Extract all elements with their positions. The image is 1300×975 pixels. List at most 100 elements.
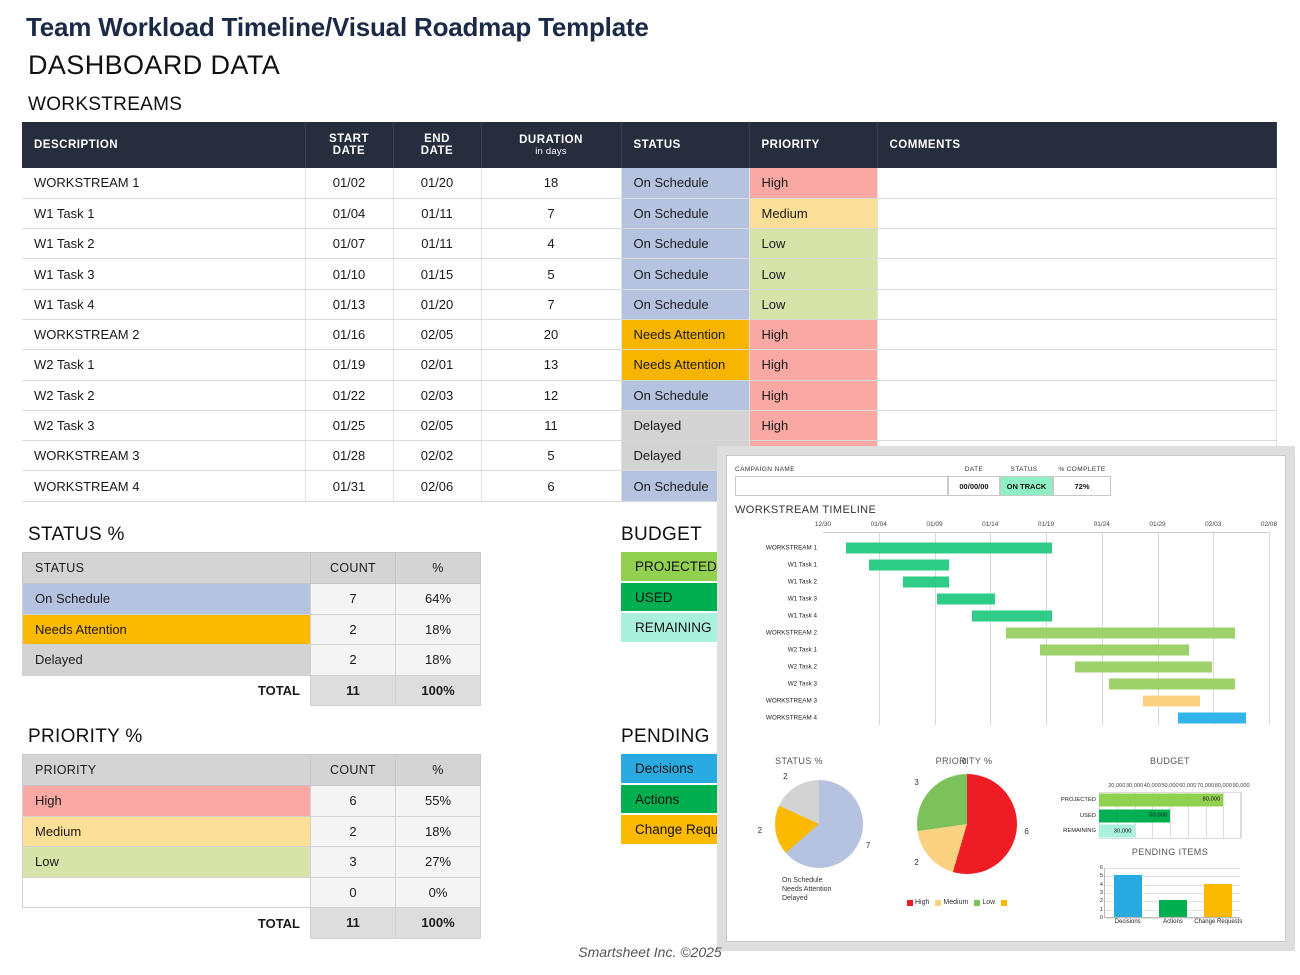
gantt-row-label: W2 Task 1 [787,646,817,653]
gantt-gridline [1269,532,1270,725]
cell-comments[interactable] [877,258,1277,290]
campaign-name-input[interactable] [735,476,948,496]
pending-bar [1204,883,1233,917]
table-row: Needs Attention 2 18% [22,613,481,645]
gantt-row-label: W1 Task 3 [787,595,817,602]
cell-start-date: 01/10 [305,258,394,290]
cell-status: Delayed [621,410,750,442]
cell-status: On Schedule [621,258,750,290]
cell-end-date: 01/20 [393,289,482,320]
col-priority: PRIORITY [749,122,878,168]
legend-swatch [935,899,942,906]
gantt-axis-line [823,532,1269,533]
dashboard-panel[interactable]: CAMPAIGN NAME DATE STATUS % COMPLETE 00/… [726,455,1286,942]
cell-comments[interactable] [877,168,1277,199]
cell-description: W1 Task 3 [22,258,306,290]
table-row[interactable]: W1 Task 3 01/10 01/15 5 On Schedule Low [22,258,1277,290]
col-end-line2: DATE [420,145,454,157]
cell-duration: 6 [481,470,622,502]
pie-data-label: 7 [865,840,871,850]
cell-priority: High [749,349,878,381]
legend-item: Actions [621,784,727,815]
pending-y-tick: 2 [1099,898,1103,905]
pending-y-tick: 5 [1099,873,1103,880]
pending-items-chart: 0 1 2 3 4 5 6 Decisions Actions Change Requests [1094,865,1243,925]
total-row: TOTAL 11 100% [23,674,481,706]
pie-data-label: 6 [1024,826,1029,836]
cell-start-date: 01/07 [305,228,394,260]
priority-pie-legend: High Medium Low [907,899,1009,906]
total-count: 11 [310,674,396,706]
cell-comments[interactable] [877,380,1277,411]
cell-priority: High [749,319,878,351]
gantt-row-label: WORKSTREAM 4 [765,714,817,721]
col-count: COUNT [310,754,396,786]
pending-y-tick: 1 [1099,906,1103,913]
cell-comments[interactable] [877,319,1277,351]
gantt-row-label: W1 Task 2 [787,578,817,585]
cell-duration: 18 [481,168,622,199]
table-row[interactable]: W1 Task 4 01/13 01/20 7 On Schedule Low [22,289,1277,320]
cell-end-date: 02/02 [393,440,482,472]
cell-pct: 64% [395,583,481,615]
table-row[interactable]: WORKSTREAM 2 01/16 02/05 20 Needs Attent… [22,319,1277,351]
legend-item: Change Requests [621,815,743,846]
cell-duration: 7 [481,289,622,320]
pending-gridline [1105,884,1240,886]
gantt-axis-tick: 01/09 [926,521,943,528]
table-row[interactable]: W2 Task 1 01/19 02/01 13 Needs Attention… [22,349,1277,381]
gantt-row-label: W2 Task 3 [787,680,817,687]
pending-bar [1113,875,1142,917]
timeline-title: WORKSTREAM TIMELINE [735,504,877,516]
col-status: STATUS [621,122,750,168]
col-comments: COMMENTS [877,122,1277,168]
table-row[interactable]: W1 Task 1 01/04 01/11 7 On Schedule Medi… [22,198,1277,230]
gantt-gridline [990,532,992,725]
table-row[interactable]: WORKSTREAM 1 01/02 01/20 18 On Schedule … [22,168,1277,199]
cell-comments[interactable] [877,228,1277,260]
date-label: DATE [964,466,984,473]
budget-row-label: USED [1079,812,1096,819]
cell-comments[interactable] [877,198,1277,230]
cell-status: On Schedule [621,380,750,411]
legend-item: REMAINING [621,613,727,644]
col-status: STATUS [22,552,311,584]
cell-status: On Schedule [621,198,750,230]
legend-label: Delayed [782,895,808,902]
pie-data-label: 2 [914,857,919,867]
cell-pct: 0% [395,876,481,908]
gantt-row-label: W1 Task 1 [787,561,817,568]
cell-start-date: 01/04 [305,198,394,230]
status-badge[interactable]: ON TRACK [1000,476,1053,496]
cell-comments[interactable] [877,289,1277,320]
priority-percent-heading: PRIORITY % [28,726,143,747]
pie-data-label: 2 [783,771,788,781]
budget-bar: 30,000 [1099,824,1135,838]
gantt-axis-tick: 01/19 [1037,521,1055,528]
budget-gridline [1170,792,1171,839]
cell-count: 0 [310,876,396,908]
table-row[interactable]: W1 Task 2 01/07 01/11 4 On Schedule Low [22,228,1277,260]
col-start-date: START DATE [305,122,394,168]
complete-value[interactable]: 72% [1053,476,1111,496]
pending-gridline [1105,876,1240,878]
table-row: Medium 2 18% [22,815,481,847]
cell-comments[interactable] [877,410,1277,442]
cell-pct: 27% [395,846,481,878]
date-value[interactable]: 00/00/00 [948,476,1000,496]
budget-row-label: REMAINING [1063,828,1096,835]
status-percent-table: STATUS COUNT % On Schedule 7 64% Needs At… [22,552,481,706]
cell-status: On Schedule [621,289,750,320]
cell-duration: 20 [481,319,622,351]
table-row[interactable]: W2 Task 2 01/22 02/03 12 On Schedule Hig… [22,380,1277,411]
gantt-axis-tick: 12/30 [814,521,832,528]
cell-description: W1 Task 2 [22,228,306,260]
gantt-bar [1177,712,1247,723]
cell-label: Delayed [22,644,311,676]
gantt-axis-tick: 02/03 [1205,521,1222,528]
pending-items-title: PENDING ITEMS [1131,847,1209,857]
table-row[interactable]: W2 Task 3 01/25 02/05 11 Delayed High [22,410,1277,442]
gantt-row-label: W1 Task 4 [787,612,817,619]
cell-comments[interactable] [877,349,1277,381]
cell-status: Needs Attention [621,319,750,351]
